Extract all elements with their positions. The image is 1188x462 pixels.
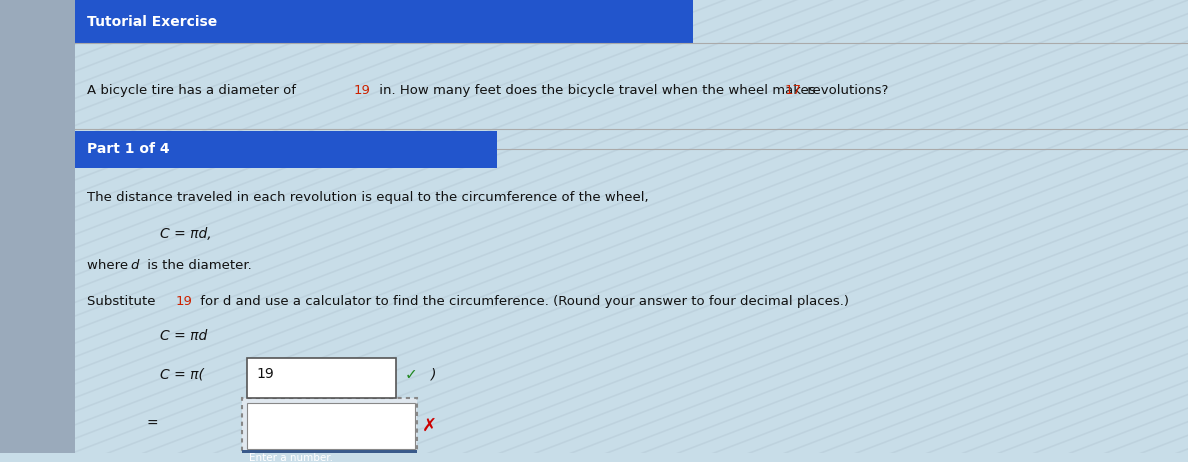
Text: 17: 17 [784,84,801,97]
Text: ✗: ✗ [422,417,437,435]
Text: for d and use a calculator to find the circumference. (Round your answer to four: for d and use a calculator to find the c… [196,295,849,308]
Text: revolutions?: revolutions? [803,84,889,97]
Text: Tutorial Exercise: Tutorial Exercise [87,14,217,29]
Text: Substitute: Substitute [87,295,159,308]
FancyBboxPatch shape [75,0,693,43]
FancyBboxPatch shape [247,403,415,449]
Text: =: = [146,417,158,431]
Text: Enter a number.: Enter a number. [249,453,334,462]
Text: in. How many feet does the bicycle travel when the wheel makes: in. How many feet does the bicycle trave… [375,84,820,97]
Text: 19: 19 [176,295,192,308]
Text: ✓: ✓ [405,366,418,382]
Text: 19: 19 [257,367,274,381]
Text: The distance traveled in each revolution is equal to the circumference of the wh: The distance traveled in each revolution… [87,191,649,204]
FancyBboxPatch shape [247,358,396,398]
FancyBboxPatch shape [0,0,75,453]
Text: d: d [131,259,139,272]
Text: C = πd: C = πd [160,328,208,342]
Text: 19: 19 [354,84,371,97]
Text: Part 1 of 4: Part 1 of 4 [87,142,170,156]
FancyBboxPatch shape [242,450,417,462]
FancyBboxPatch shape [75,131,497,168]
Text: C = πd,: C = πd, [160,226,211,241]
Text: where: where [87,259,132,272]
Text: A bicycle tire has a diameter of: A bicycle tire has a diameter of [87,84,301,97]
Text: ): ) [431,367,437,381]
FancyBboxPatch shape [242,398,417,462]
Text: C = π(: C = π( [160,367,204,381]
Text: is the diameter.: is the diameter. [143,259,252,272]
